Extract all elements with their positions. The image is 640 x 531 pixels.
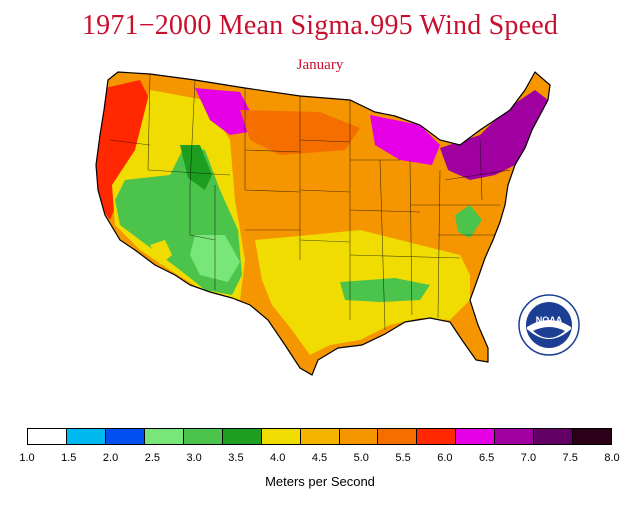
colorbar-tick-label: 1.5 bbox=[61, 452, 77, 464]
colorbar-tick-label: 2.5 bbox=[144, 452, 160, 464]
colorbar-tick-label: 5.5 bbox=[395, 452, 411, 464]
colorbar-segment bbox=[222, 429, 262, 444]
colorbar-tick-label: 4.0 bbox=[270, 452, 286, 464]
colorbar-segment bbox=[573, 429, 612, 444]
colorbar-tick-label: 3.0 bbox=[186, 452, 202, 464]
us-outline bbox=[95, 71, 551, 376]
colorbar-tick-labels: 1.0 1.5 2.0 2.5 3.0 3.5 4.0 4.5 5.0 5.5 6.0 6.5 7.0 7… bbox=[0, 452, 640, 468]
colorbar-units-label: Meters per Second bbox=[265, 474, 375, 489]
colorbar-segment bbox=[495, 429, 535, 444]
central-rockies-dark-green-zone bbox=[180, 145, 212, 190]
colorbar-segment bbox=[105, 429, 145, 444]
colorbar-segment bbox=[261, 429, 301, 444]
colorbar-tick-label: 3.5 bbox=[228, 452, 244, 464]
colorbar-segment bbox=[339, 429, 379, 444]
colorbar-segment bbox=[378, 429, 418, 444]
state-borders bbox=[109, 74, 511, 331]
colorbar-tick-label: 1.0 bbox=[19, 452, 35, 464]
colorbar-segment bbox=[300, 429, 340, 444]
colorbar-tick-label: 2.0 bbox=[102, 452, 119, 464]
colorbar-tick-label: 6.5 bbox=[478, 452, 495, 464]
colorbar-tick-label: 8.0 bbox=[604, 452, 620, 464]
colorbar-segment bbox=[417, 429, 457, 444]
colorbar-segment bbox=[144, 429, 184, 444]
noaa-logo-icon: NOAA bbox=[518, 294, 580, 356]
colorbar-segment bbox=[66, 429, 106, 444]
colorbar-tick-label: 5.0 bbox=[353, 452, 369, 464]
mississippi-valley-green-zone bbox=[340, 278, 430, 302]
new-england-purple-zone bbox=[440, 90, 548, 180]
colorbar-segment bbox=[456, 429, 496, 444]
colorbar-tick-label: 4.5 bbox=[311, 452, 328, 464]
map-title: 1971−2000 Mean Sigma.995 Wind Speed bbox=[81, 10, 559, 41]
montana-magenta-zone bbox=[195, 88, 260, 135]
colorbar-tick-label: 7.5 bbox=[562, 452, 578, 464]
appalachian-green-zone bbox=[455, 205, 482, 238]
colorbar-tick-label: 7.0 bbox=[520, 452, 537, 464]
colorbar-tick-label: 6.0 bbox=[437, 452, 453, 464]
noaa-logo-text: NOAA bbox=[536, 315, 563, 325]
map-subtitle: January bbox=[296, 57, 344, 73]
wind-speed-colorbar bbox=[27, 428, 612, 445]
colorbar-segment bbox=[183, 429, 223, 444]
colorbar-segment bbox=[534, 429, 574, 444]
colorbar-segment bbox=[28, 429, 67, 444]
nevada-yellow-patch bbox=[150, 240, 172, 265]
